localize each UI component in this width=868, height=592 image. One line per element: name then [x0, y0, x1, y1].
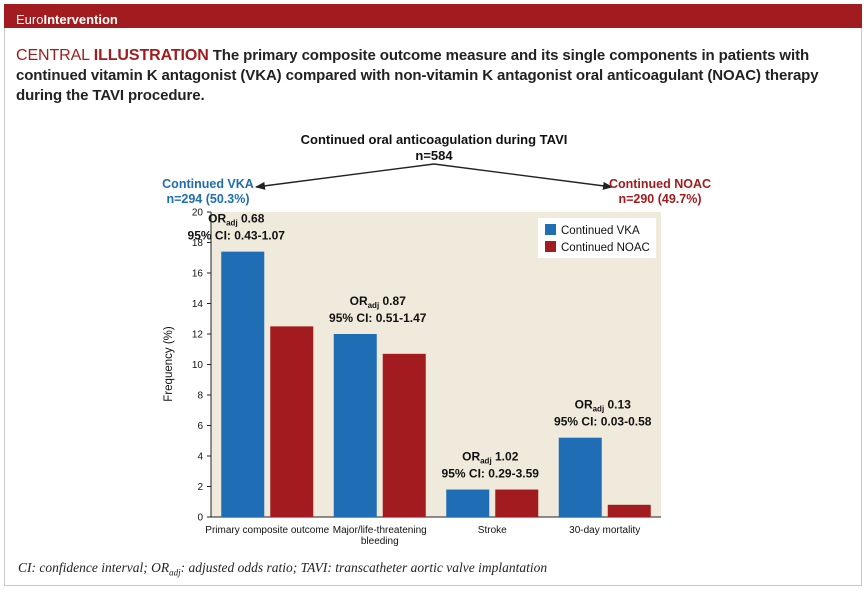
x-category-label-3: 30-day mortality: [569, 525, 640, 536]
bar-noac-2: [495, 489, 539, 517]
heading-label-light: CENTRAL: [16, 47, 94, 64]
footnote-part2: : adjusted odds ratio; TAVI: transcathet…: [180, 560, 548, 575]
journal-header-bar: EuroIntervention: [4, 4, 862, 28]
or-annotation-1: ORadj 0.87: [350, 294, 407, 310]
journal-brand: EuroIntervention: [16, 12, 118, 28]
ci-annotation-1: 95% CI: 0.51-1.47: [329, 311, 427, 325]
x-axis-labels: Primary composite outcome Major/life-thre…: [205, 525, 640, 547]
y-axis-label: Frequency (%): [163, 326, 175, 402]
legend: Continued VKA Continued NOAC: [538, 218, 656, 258]
legend-box: [538, 218, 656, 258]
bar-noac-0: [270, 326, 314, 517]
y-tick-label: 6: [197, 421, 203, 432]
legend-swatch-vka: [545, 224, 556, 235]
flow-left-label: Continued VKA: [162, 177, 254, 191]
flow-total: n=584: [415, 148, 453, 163]
y-tick-label: 14: [192, 299, 204, 310]
bar-vka-3: [558, 437, 602, 517]
flow-right-n: n=290 (49.7%): [618, 192, 701, 206]
flow-arrow-left: [255, 163, 435, 190]
flow-left-n: n=294 (50.3%): [166, 192, 249, 206]
bar-vka-0: [221, 251, 265, 517]
flow-title: Continued oral anticoagulation during TA…: [301, 132, 568, 147]
y-tick-label: 4: [197, 452, 203, 463]
heading-text: The primary composite outcome measure an…: [16, 47, 819, 104]
legend-swatch-noac: [545, 241, 556, 252]
y-tick-label: 20: [192, 208, 204, 219]
y-tick-label: 2: [197, 482, 203, 493]
y-tick-label: 16: [192, 269, 204, 280]
y-tick-label: 0: [197, 513, 203, 524]
legend-label-noac: Continued NOAC: [561, 242, 650, 254]
bar-noac-1: [382, 353, 426, 517]
brand-bold: Intervention: [43, 12, 118, 27]
y-tick-label: 8: [197, 391, 203, 402]
x-category-label-1: bleeding: [361, 536, 399, 547]
y-tick-label: 10: [192, 360, 204, 371]
footnote: CI: confidence interval; ORadj: adjusted…: [18, 560, 848, 578]
ci-annotation-0: 95% CI: 0.43-1.07: [188, 229, 286, 243]
or-annotation-3: ORadj 0.13: [575, 398, 632, 414]
y-tick-label: 12: [192, 330, 204, 341]
ci-annotation-2: 95% CI: 0.29-3.59: [442, 467, 540, 481]
ci-annotation-3: 95% CI: 0.03-0.58: [554, 415, 652, 429]
y-tick-label: 18: [192, 238, 204, 249]
or-annotation-2: ORadj 1.02: [462, 450, 519, 466]
heading-label-bold: ILLUSTRATION: [93, 47, 209, 64]
legend-label-vka: Continued VKA: [561, 225, 640, 237]
x-category-label-2: Stroke: [478, 525, 507, 536]
flow-arrow-right: [433, 163, 613, 190]
bar-vka-2: [446, 489, 490, 517]
x-category-label-1: Major/life-threatening: [333, 525, 427, 536]
flow-right-label: Continued NOAC: [609, 177, 711, 191]
or-annotation-0: ORadj 0.68: [208, 212, 265, 228]
figure-heading: CENTRAL ILLUSTRATION The primary composi…: [16, 46, 846, 106]
footnote-part1: CI: confidence interval; OR: [18, 560, 170, 575]
bar-noac-3: [607, 504, 651, 517]
bar-vka-1: [333, 334, 377, 517]
brand-light: Euro: [16, 12, 44, 27]
bars-group: [221, 251, 651, 517]
x-category-label-0: Primary composite outcome: [205, 525, 329, 536]
footnote-sub: adj: [169, 567, 181, 578]
